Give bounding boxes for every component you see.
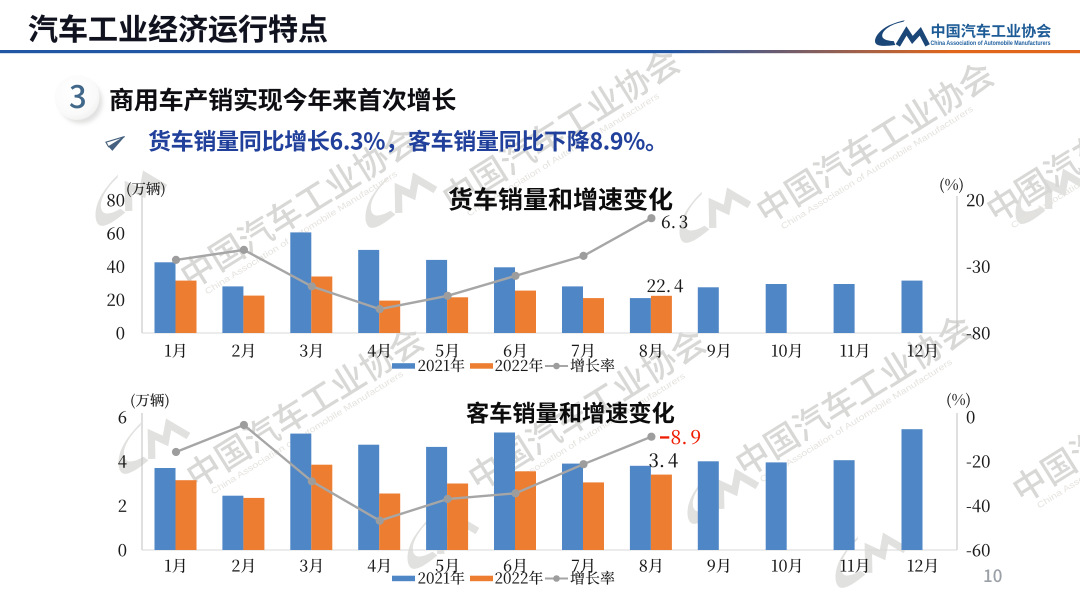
svg-text:China Association of Automobil: China Association of Automobile Manufact…	[931, 40, 1051, 47]
